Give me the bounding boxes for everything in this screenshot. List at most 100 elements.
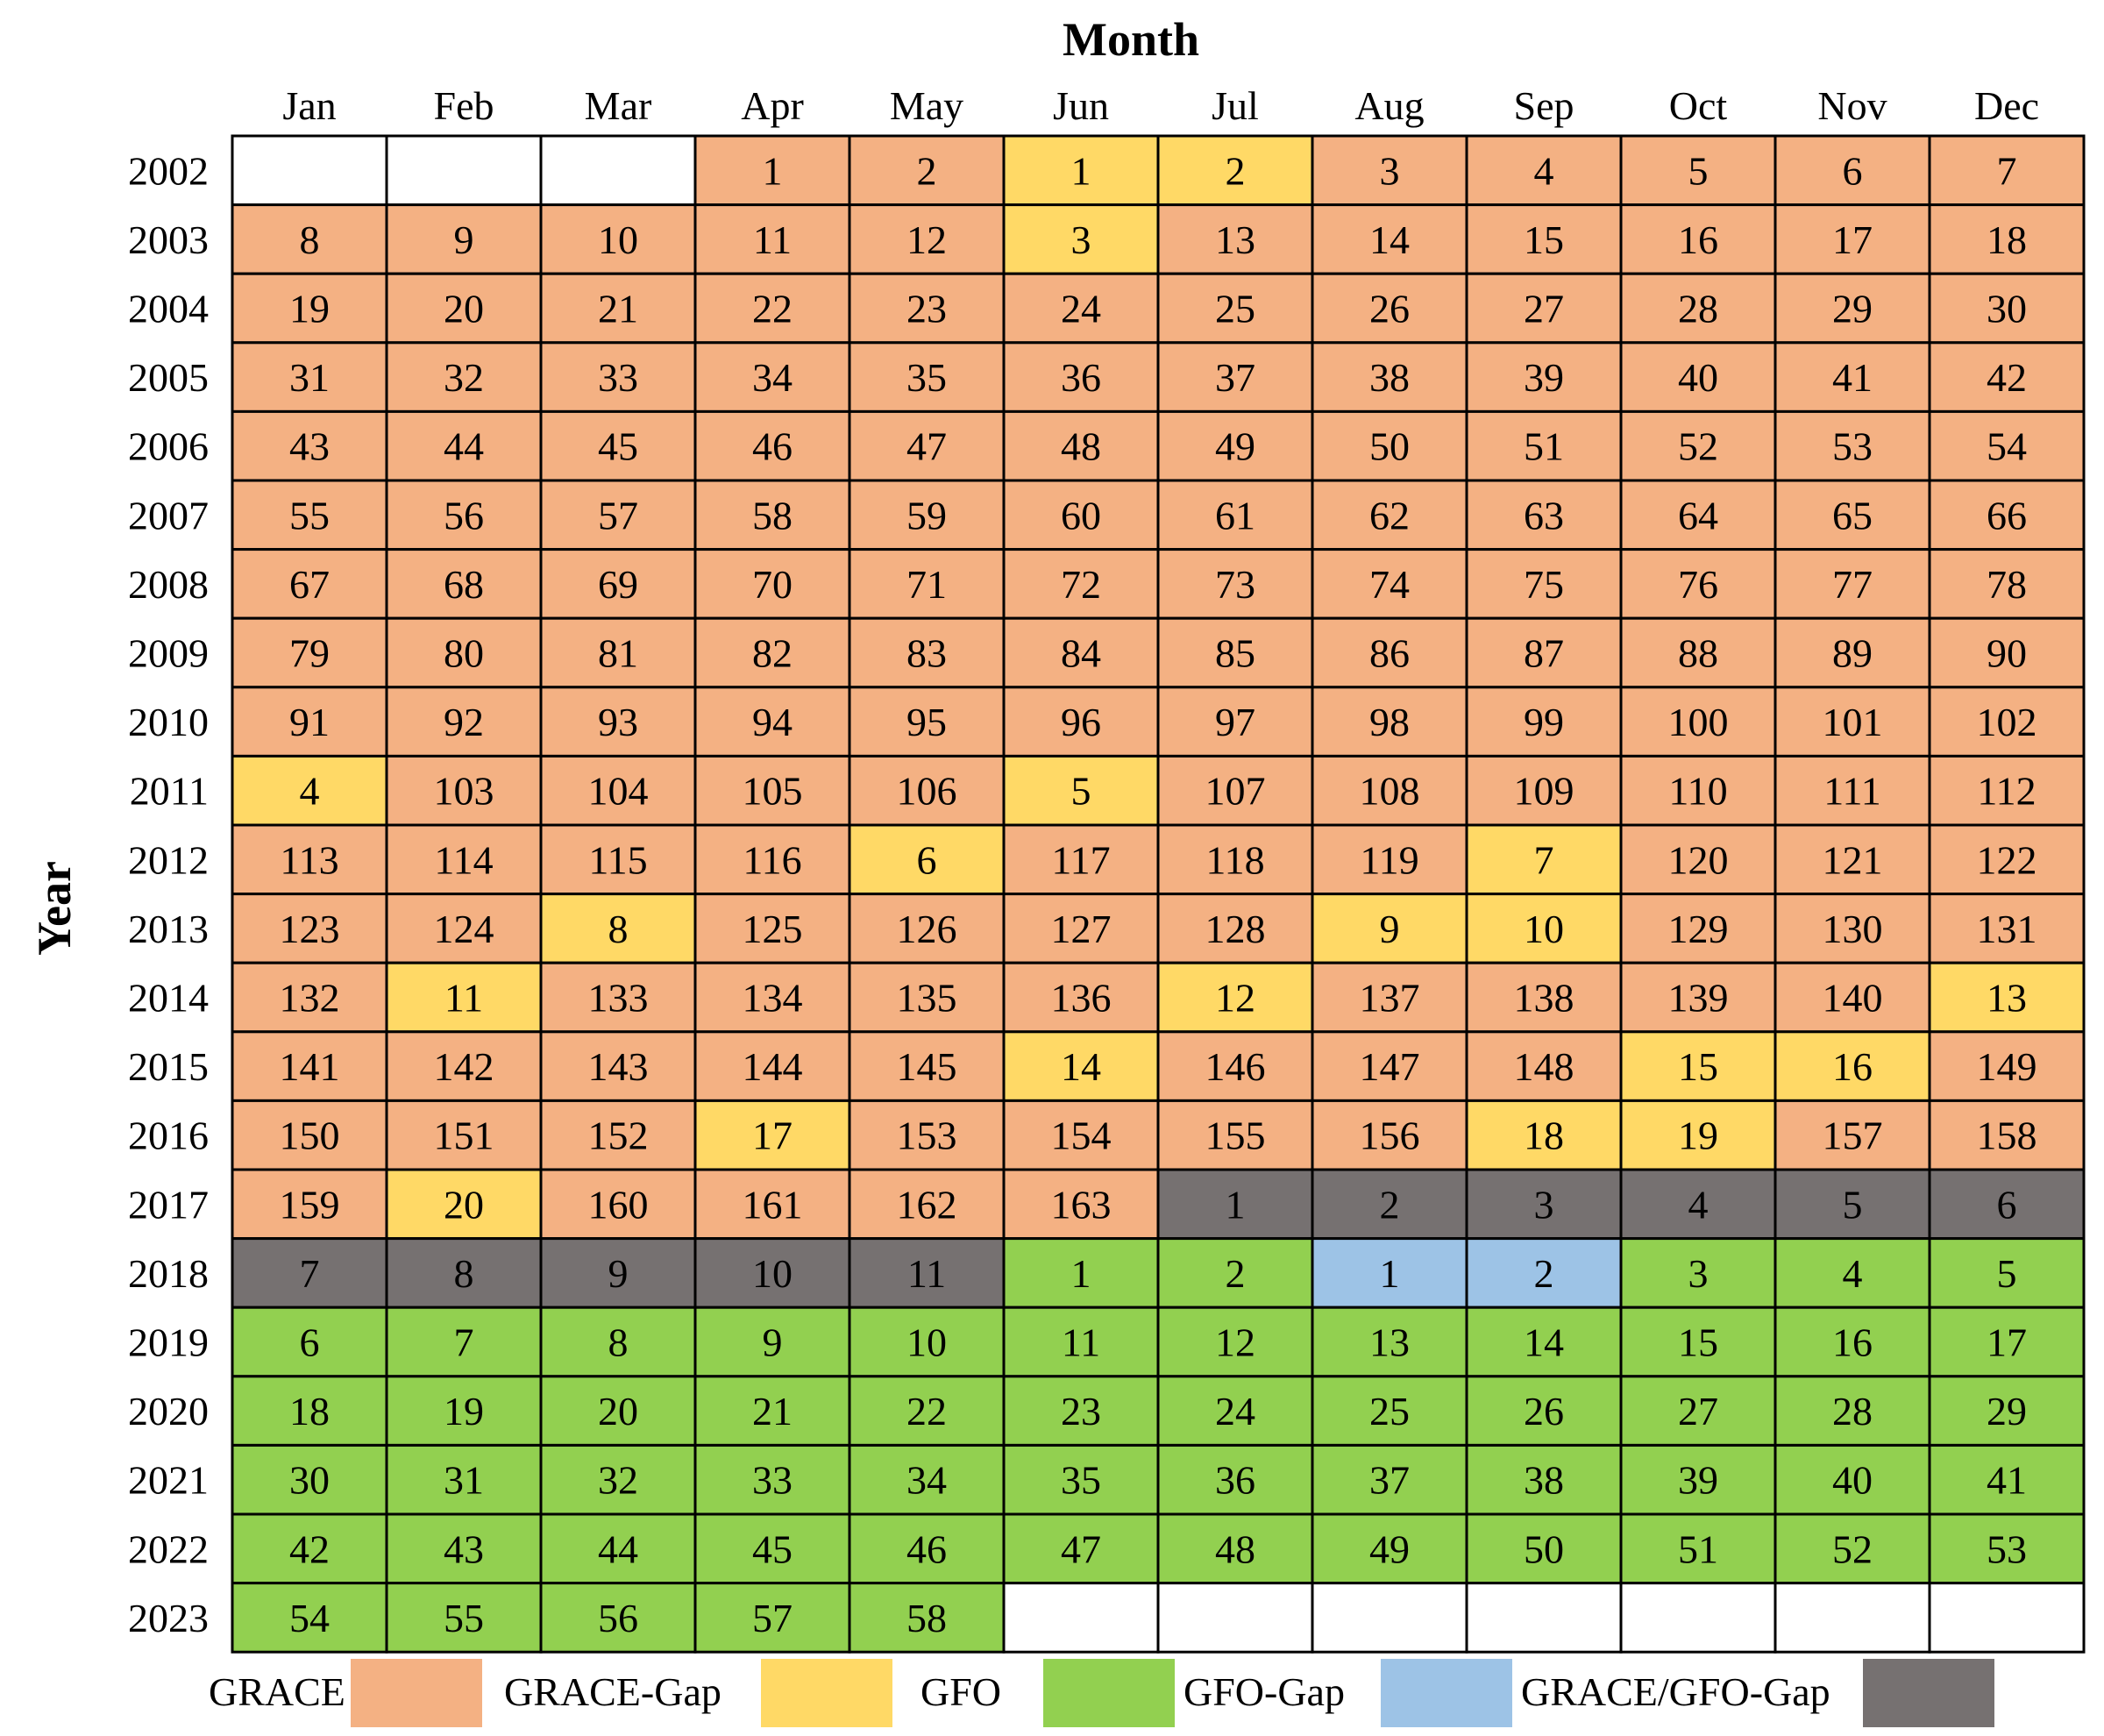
month-label-aug: Aug (1354, 83, 1424, 128)
cell-2007-feb (385, 479, 543, 551)
cell-value-2005-mar: 33 (598, 355, 638, 400)
cell-value-2021-oct: 39 (1678, 1458, 1718, 1503)
cell-2014-jan (231, 961, 388, 1034)
cell-2006-mar (539, 409, 697, 482)
cell-2020-jul (1156, 1375, 1314, 1447)
cell-2003-aug (1311, 203, 1468, 275)
cell-2015-jun (1002, 1030, 1160, 1102)
cell-value-2013-sep: 10 (1524, 907, 1564, 951)
cell-value-2019-nov: 16 (1832, 1320, 1873, 1365)
cell-value-2013-mar: 8 (608, 907, 629, 951)
cell-value-2002-oct: 5 (1688, 148, 1709, 193)
cell-value-2018-apr: 10 (752, 1251, 793, 1296)
cell-value-2016-dec: 158 (1977, 1113, 2037, 1158)
cell-value-2010-sep: 99 (1524, 700, 1564, 744)
cell-value-2018-sep: 2 (1534, 1251, 1554, 1296)
cell-value-2016-feb: 151 (434, 1113, 494, 1158)
cell-value-2016-jul: 155 (1205, 1113, 1266, 1158)
cell-2012-jun (1002, 823, 1160, 896)
cell-value-2003-jul: 13 (1215, 217, 1255, 262)
cell-value-2002-dec: 7 (1997, 148, 2017, 193)
cell-value-2008-nov: 77 (1832, 562, 1873, 607)
cell-value-2011-oct: 110 (1668, 769, 1727, 814)
cell-2002-nov (1773, 134, 1931, 207)
cell-value-2020-feb: 19 (444, 1389, 484, 1434)
cell-value-2013-aug: 9 (1380, 907, 1400, 951)
year-label-2015: 2015 (128, 1044, 209, 1089)
cell-2010-jun (1002, 686, 1160, 758)
cell-2023-apr (693, 1582, 851, 1654)
cell-value-2006-dec: 54 (1987, 424, 2027, 469)
cell-value-2014-oct: 139 (1668, 976, 1729, 1021)
cell-value-2009-apr: 82 (752, 631, 793, 676)
cell-2019-mar (539, 1306, 697, 1378)
cell-2007-nov (1773, 479, 1931, 551)
cell-value-2017-nov: 5 (1843, 1182, 1863, 1227)
cell-value-2016-oct: 19 (1678, 1113, 1718, 1158)
cell-value-2007-may: 59 (906, 493, 947, 537)
cell-value-2015-jan: 141 (280, 1044, 340, 1089)
cell-value-2015-oct: 15 (1678, 1044, 1718, 1089)
cell-value-2012-aug: 119 (1360, 837, 1418, 882)
cell-value-2015-sep: 148 (1514, 1044, 1574, 1089)
cell-2013-aug (1311, 893, 1468, 964)
cell-value-2011-dec: 112 (1977, 769, 2036, 814)
cell-value-2019-aug: 13 (1369, 1320, 1410, 1365)
cell-2015-jan (231, 1030, 388, 1102)
cell-value-2023-apr: 57 (752, 1596, 793, 1640)
legend-label-grace-gap: GRACE-Gap (504, 1669, 721, 1714)
cell-2008-oct (1619, 548, 1777, 620)
cell-2022-jan (231, 1512, 388, 1585)
cell-value-2004-nov: 29 (1832, 287, 1873, 331)
cell-2023-jul (1156, 1582, 1314, 1654)
cell-2003-sep (1465, 203, 1623, 275)
cell-2011-mar (539, 754, 697, 827)
cell-2018-apr (693, 1237, 851, 1309)
cell-value-2022-dec: 53 (1987, 1526, 2027, 1571)
cell-value-2010-oct: 100 (1668, 700, 1729, 744)
cell-value-2003-mar: 10 (598, 217, 638, 262)
cell-2012-dec (1928, 823, 2086, 896)
cell-2021-jun (1002, 1443, 1160, 1516)
cell-value-2004-jul: 25 (1215, 287, 1255, 331)
cell-2019-jul (1156, 1306, 1314, 1378)
cell-value-2022-jan: 42 (289, 1526, 330, 1571)
cell-value-2021-dec: 41 (1987, 1458, 2027, 1503)
cell-2016-feb (385, 1099, 543, 1171)
cell-value-2011-jan: 4 (300, 769, 320, 814)
cell-value-2022-jun: 47 (1061, 1526, 1101, 1571)
cell-2020-feb (385, 1375, 543, 1447)
cell-2010-aug (1311, 686, 1468, 758)
cell-value-2014-nov: 140 (1823, 976, 1883, 1021)
cell-value-2022-may: 46 (906, 1526, 947, 1571)
cell-2014-may (848, 961, 1006, 1034)
year-label-2020: 2020 (128, 1389, 209, 1434)
cell-value-2003-feb: 9 (454, 217, 474, 262)
cell-value-2017-dec: 6 (1997, 1182, 2017, 1227)
cell-value-2003-dec: 18 (1987, 217, 2027, 262)
year-label-2021: 2021 (128, 1458, 209, 1503)
cell-2022-jun (1002, 1512, 1160, 1585)
cell-2012-nov (1773, 823, 1931, 896)
cell-2019-aug (1311, 1306, 1468, 1378)
cell-value-2007-apr: 58 (752, 493, 793, 537)
cell-value-2019-sep: 14 (1524, 1320, 1564, 1365)
cell-2010-may (848, 686, 1006, 758)
cell-value-2017-may: 162 (897, 1182, 957, 1227)
cell-value-2006-sep: 51 (1524, 424, 1564, 469)
cell-value-2012-jan: 113 (280, 837, 338, 882)
cell-value-2016-mar: 152 (588, 1113, 649, 1158)
cell-value-2022-feb: 43 (444, 1526, 484, 1571)
cell-value-2008-jun: 72 (1061, 562, 1101, 607)
cell-value-2006-jun: 48 (1061, 424, 1101, 469)
cell-2015-jul (1156, 1030, 1314, 1102)
cell-value-2021-sep: 38 (1524, 1458, 1564, 1503)
cell-2003-mar (539, 203, 697, 275)
legend-label-grace: GRACE (209, 1669, 345, 1714)
cell-value-2005-may: 35 (906, 355, 947, 400)
cell-value-2015-jun: 14 (1061, 1044, 1101, 1089)
cell-2019-feb (385, 1306, 543, 1378)
cell-value-2011-jul: 107 (1205, 769, 1266, 814)
cell-value-2011-nov: 111 (1823, 769, 1881, 814)
cell-value-2002-may: 2 (917, 148, 937, 193)
